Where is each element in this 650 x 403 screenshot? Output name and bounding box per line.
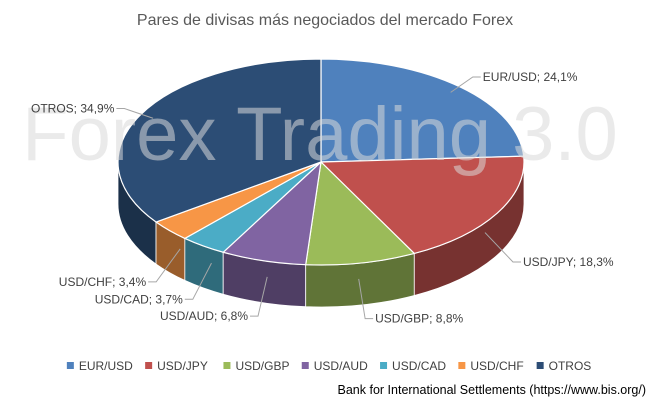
watermark-text: Forex Trading 3.0	[22, 92, 618, 177]
slice-usd-gbp	[305, 160, 416, 266]
data-label-otros: OTROS; 34,9%	[31, 102, 115, 116]
leader-line-eur-usd	[450, 76, 481, 93]
legend-swatch-eur-usd	[66, 362, 74, 369]
legend-label-usd-jpy: USD/JPY	[157, 359, 208, 373]
leader-line-usd-aud	[250, 276, 268, 317]
legend-label-usd-gbp: USD/GBP	[235, 359, 289, 373]
leader-line-usd-jpy	[484, 232, 521, 263]
legend-label-eur-usd: EUR/USD	[79, 359, 133, 373]
legend-label-usd-aud: USD/AUD	[314, 359, 368, 373]
slice-usd-jpy	[319, 155, 525, 255]
data-label-usd-chf: USD/CHF; 3,4%	[59, 275, 147, 289]
leader-line-usd-cad	[184, 262, 212, 300]
source-note: Bank for International Settlements (http…	[338, 383, 646, 397]
data-label-usd-aud: USD/AUD; 6,8%	[160, 309, 248, 323]
chart-legend: EUR/USD USD/JPY USD/GBP USD/AUD USD/CAD USD/C…	[66, 359, 592, 373]
legend-swatch-usd-chf	[458, 362, 466, 369]
legend-swatch-usd-jpy	[145, 362, 153, 369]
leader-line-usd-gbp	[358, 278, 374, 320]
slice-otros	[117, 58, 322, 223]
legend-swatch-usd-aud	[301, 362, 309, 369]
leader-line-otros	[116, 108, 154, 119]
legend-swatch-usd-gbp	[223, 362, 231, 369]
legend-label-otros: OTROS	[549, 359, 592, 373]
leader-line-usd-chf	[148, 248, 181, 283]
slice-eur-usd	[320, 58, 525, 163]
data-label-eur-usd: EUR/USD; 24,1%	[483, 70, 578, 84]
data-label-usd-jpy: USD/JPY; 18,3%	[523, 255, 614, 269]
data-label-usd-gbp: USD/GBP; 8,8%	[375, 312, 463, 326]
legend-label-usd-cad: USD/CAD	[392, 359, 446, 373]
legend-swatch-usd-cad	[380, 362, 388, 369]
data-label-usd-cad: USD/CAD; 3,7%	[95, 292, 183, 306]
legend-label-usd-chf: USD/CHF	[470, 359, 523, 373]
chart-title: Pares de divisas más negociados del merc…	[137, 12, 513, 29]
legend-swatch-otros	[536, 362, 544, 369]
